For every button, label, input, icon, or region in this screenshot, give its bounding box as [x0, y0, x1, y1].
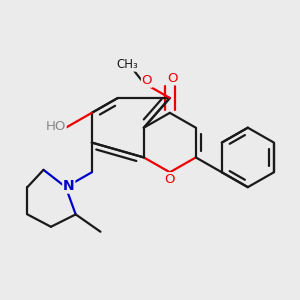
- Text: CH₃: CH₃: [117, 58, 139, 71]
- Text: O: O: [165, 173, 175, 186]
- Text: O: O: [167, 72, 178, 85]
- Text: HO: HO: [46, 120, 66, 133]
- Text: O: O: [142, 74, 152, 87]
- Text: N: N: [63, 179, 75, 193]
